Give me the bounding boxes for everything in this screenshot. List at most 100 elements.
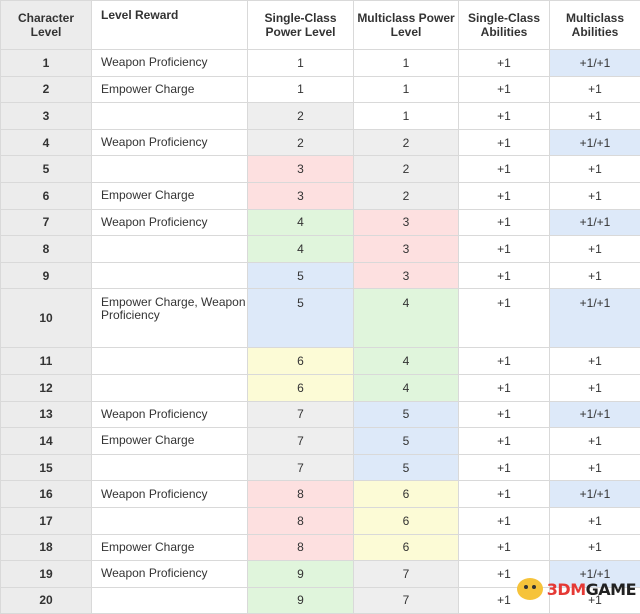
cell-single-class-abilities: +1 (459, 156, 550, 183)
cell-single-class-power-level: 7 (248, 401, 354, 428)
cell-multiclass-abilities: +1 (550, 507, 640, 534)
cell-multiclass-abilities: +1/+1 (550, 129, 640, 156)
cell-multiclass-power-level: 6 (354, 534, 459, 561)
cell-character-level: 3 (1, 103, 92, 130)
cell-character-level: 18 (1, 534, 92, 561)
cell-multiclass-power-level: 7 (354, 587, 459, 614)
cell-character-level: 10 (1, 289, 92, 348)
cell-level-reward (92, 587, 248, 614)
cell-multiclass-power-level: 5 (354, 428, 459, 455)
cell-level-reward: Empower Charge (92, 428, 248, 455)
cell-single-class-power-level: 5 (248, 262, 354, 289)
cell-level-reward: Weapon Proficiency (92, 561, 248, 588)
cell-level-reward (92, 103, 248, 130)
cell-multiclass-power-level: 7 (354, 561, 459, 588)
cell-character-level: 13 (1, 401, 92, 428)
cell-level-reward (92, 374, 248, 401)
cell-single-class-abilities: +1 (459, 182, 550, 209)
cell-single-class-power-level: 1 (248, 76, 354, 103)
cell-single-class-abilities: +1 (459, 561, 550, 588)
cell-character-level: 19 (1, 561, 92, 588)
cell-multiclass-power-level: 6 (354, 507, 459, 534)
cell-level-reward (92, 454, 248, 481)
cell-character-level: 5 (1, 156, 92, 183)
cell-single-class-abilities: +1 (459, 50, 550, 77)
cell-single-class-power-level: 6 (248, 374, 354, 401)
cell-level-reward: Empower Charge (92, 182, 248, 209)
cell-multiclass-abilities: +1 (550, 454, 640, 481)
cell-character-level: 16 (1, 481, 92, 508)
cell-single-class-abilities: +1 (459, 236, 550, 263)
cell-single-class-abilities: +1 (459, 209, 550, 236)
cell-single-class-power-level: 9 (248, 561, 354, 588)
cell-level-reward: Weapon Proficiency (92, 50, 248, 77)
cell-character-level: 17 (1, 507, 92, 534)
cell-multiclass-abilities: +1 (550, 156, 640, 183)
cell-level-reward: Weapon Proficiency (92, 481, 248, 508)
cell-character-level: 1 (1, 50, 92, 77)
header-multiclass-abilities: Multiclass Abilities (550, 1, 640, 50)
cell-multiclass-abilities: +1 (550, 262, 640, 289)
cell-single-class-abilities: +1 (459, 428, 550, 455)
cell-character-level: 2 (1, 76, 92, 103)
cell-multiclass-power-level: 3 (354, 262, 459, 289)
cell-character-level: 6 (1, 182, 92, 209)
cell-single-class-power-level: 4 (248, 236, 354, 263)
cell-character-level: 15 (1, 454, 92, 481)
cell-single-class-abilities: +1 (459, 348, 550, 375)
cell-multiclass-abilities: +1 (550, 348, 640, 375)
cell-multiclass-abilities: +1 (550, 76, 640, 103)
cell-single-class-power-level: 3 (248, 182, 354, 209)
cell-multiclass-abilities: +1/+1 (550, 481, 640, 508)
cell-single-class-power-level: 8 (248, 481, 354, 508)
cell-character-level: 9 (1, 262, 92, 289)
cell-multiclass-power-level: 3 (354, 209, 459, 236)
cell-single-class-power-level: 3 (248, 156, 354, 183)
cell-multiclass-power-level: 4 (354, 289, 459, 348)
cell-single-class-power-level: 1 (248, 50, 354, 77)
cell-character-level: 7 (1, 209, 92, 236)
cell-single-class-power-level: 2 (248, 129, 354, 156)
cell-single-class-power-level: 5 (248, 289, 354, 348)
header-single-class-power-level: Single-Class Power Level (248, 1, 354, 50)
cell-multiclass-power-level: 1 (354, 50, 459, 77)
cell-single-class-power-level: 7 (248, 428, 354, 455)
header-character-level: Character Level (1, 1, 92, 50)
cell-multiclass-abilities: +1/+1 (550, 561, 640, 588)
cell-character-level: 12 (1, 374, 92, 401)
cell-multiclass-abilities: +1 (550, 236, 640, 263)
header-level-reward: Level Reward (92, 1, 248, 50)
cell-multiclass-abilities: +1/+1 (550, 209, 640, 236)
cell-multiclass-abilities: +1 (550, 103, 640, 130)
cell-level-reward: Empower Charge (92, 76, 248, 103)
cell-multiclass-power-level: 6 (354, 481, 459, 508)
cell-multiclass-power-level: 2 (354, 129, 459, 156)
cell-level-reward (92, 507, 248, 534)
cell-single-class-abilities: +1 (459, 289, 550, 348)
cell-multiclass-abilities: +1 (550, 428, 640, 455)
cell-level-reward: Empower Charge, Weapon Proficiency (92, 289, 248, 348)
cell-character-level: 20 (1, 587, 92, 614)
cell-level-reward: Weapon Proficiency (92, 209, 248, 236)
cell-level-reward (92, 236, 248, 263)
cell-level-reward (92, 156, 248, 183)
